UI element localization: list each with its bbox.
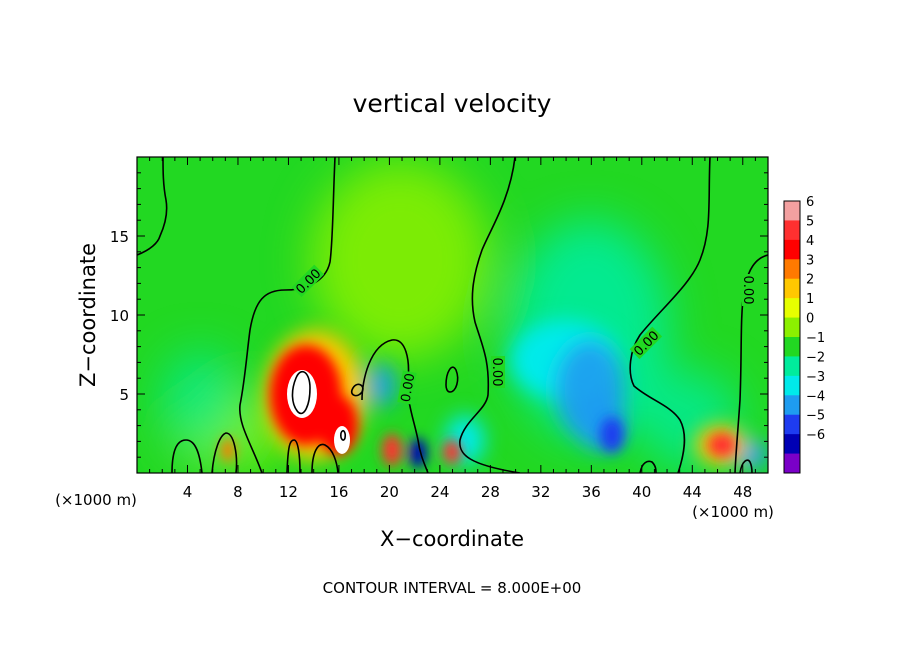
colorbar-label: 0 — [806, 312, 814, 327]
contour-line — [137, 157, 168, 256]
colorbar-label: −5 — [806, 409, 825, 424]
x-tick-label: 4 — [183, 483, 193, 501]
x-tick-label: 28 — [481, 483, 500, 501]
contour-label: 0.00 — [399, 372, 419, 403]
colorbar-swatch — [784, 278, 800, 299]
contour-line — [211, 432, 238, 473]
colorbar-swatch — [784, 375, 800, 396]
downdraft-region — [368, 363, 396, 407]
y-tick-label: 15 — [110, 228, 129, 246]
updraft-region — [221, 438, 235, 462]
colorbar-swatch — [784, 414, 800, 435]
colorbar-label: 3 — [806, 253, 814, 268]
contour-line — [239, 157, 336, 473]
x-tick-label: 16 — [329, 483, 348, 501]
contour-line — [459, 157, 521, 473]
colorbar-label: −6 — [806, 428, 825, 443]
x-tick-label: 32 — [531, 483, 550, 501]
colorbar-label: 4 — [806, 234, 814, 249]
colorbar-swatch — [784, 356, 800, 377]
contour-line-core — [340, 430, 346, 441]
updraft-core — [287, 370, 317, 418]
contour-line — [311, 443, 339, 473]
velocity-field — [137, 157, 768, 473]
colorbar-label: 1 — [806, 292, 814, 307]
x-axis-label: X−coordinate — [380, 527, 524, 551]
x-tick-label: 12 — [279, 483, 298, 501]
colorbar-swatch — [784, 239, 800, 260]
contour-line — [739, 459, 753, 473]
x-tick-label: 8 — [233, 483, 243, 501]
x-unit-left: (×1000 m) — [55, 491, 137, 509]
contour-line — [350, 383, 364, 397]
weak-updraft-region — [310, 160, 490, 360]
y-tick-label: 5 — [119, 386, 129, 404]
colorbar-swatch — [784, 337, 800, 357]
colorbar-label: 6 — [806, 195, 814, 210]
x-axis-ticks: 4 8 12 16 20 24 28 32 36 40 44 48 — [149, 157, 756, 501]
colorbar-swatch — [784, 434, 800, 455]
colorbar-label: −1 — [806, 331, 825, 346]
weak-downdraft-region — [160, 350, 240, 450]
contour-line — [639, 460, 657, 473]
x-tick-label: 24 — [430, 483, 449, 501]
colorbar-swatch — [784, 220, 800, 241]
updraft-region — [708, 433, 736, 457]
colorbar-label: −3 — [806, 370, 825, 385]
footer-contour-interval: CONTOUR INTERVAL = 8.000E+00 — [323, 579, 582, 597]
chart-title: vertical velocity — [353, 89, 552, 118]
y-axis-label: Z−coordinate — [76, 243, 100, 387]
contour-label: 0.00 — [489, 358, 504, 387]
colorbar-label: 5 — [806, 214, 814, 229]
y-axis-ticks: 5 10 15 — [110, 172, 768, 458]
colorbar-label: −4 — [806, 389, 825, 404]
x-tick-label: 44 — [683, 483, 702, 501]
colorbar-swatch — [784, 317, 800, 338]
contour-label: 0.00 — [740, 276, 755, 305]
x-tick-label: 48 — [733, 483, 752, 501]
x-tick-label: 36 — [582, 483, 601, 501]
x-unit-right: (×1000 m) — [692, 503, 774, 521]
colorbar-label: 2 — [806, 273, 814, 288]
colorbar-swatch — [784, 453, 800, 474]
colorbar-swatch — [784, 298, 800, 319]
x-tick-label: 20 — [380, 483, 399, 501]
y-tick-label: 10 — [110, 307, 129, 325]
updraft-region — [443, 440, 461, 464]
contour-line — [171, 439, 203, 473]
colorbar: 6 5 4 3 2 1 0 −1 −2 −3 −4 −5 −6 — [783, 195, 825, 474]
downdraft-core — [600, 417, 624, 453]
colorbar-swatch — [784, 259, 800, 280]
contour-line — [286, 439, 301, 473]
colorbar-swatch — [784, 201, 800, 221]
contour-line — [445, 366, 459, 393]
updraft-region — [382, 434, 402, 466]
contour-line-core — [291, 370, 311, 415]
x-tick-label: 40 — [632, 483, 651, 501]
colorbar-label: −2 — [806, 350, 825, 365]
contour-line — [734, 254, 768, 473]
colorbar-swatch — [784, 395, 800, 416]
colorbar-frame — [783, 200, 801, 474]
contour-labels: 0.00 0.00 0.00 0.00 0.00 — [291, 264, 756, 405]
